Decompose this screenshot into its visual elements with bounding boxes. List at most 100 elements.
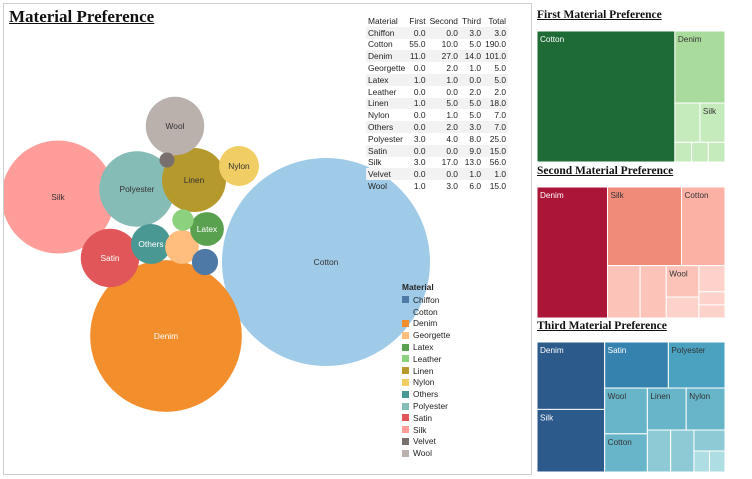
- legend-label: Linen: [413, 365, 434, 376]
- legend-label: Leather: [413, 353, 442, 364]
- legend-swatch: [402, 296, 409, 304]
- legend-item-satin: Satin: [402, 412, 450, 424]
- treemap-label-linen: Linen: [650, 392, 670, 401]
- table-cell-second: 5.0: [446, 98, 458, 109]
- second-treemap-title: Second Material Preference: [537, 165, 674, 177]
- treemap-cell-polyester: [674, 102, 701, 143]
- table-cell-second: 0.0: [446, 169, 458, 180]
- bubble-wool: [145, 96, 205, 156]
- table-cell-first: 0.0: [413, 169, 426, 180]
- table-header-material: Material: [368, 15, 398, 26]
- table-cell-first: 1.0: [413, 98, 426, 109]
- table-cell-second: 1.0: [446, 74, 458, 85]
- legend-label: Nylon: [413, 377, 435, 388]
- treemap-cell-cotton: [680, 187, 725, 267]
- table-cell-third: 3.0: [469, 27, 482, 38]
- table-cell-second: 27.0: [441, 51, 458, 62]
- table-cell-third: 2.0: [469, 86, 482, 97]
- table-cell-total: 7.0: [494, 110, 507, 121]
- legend-swatch: [402, 426, 409, 434]
- table-cell-total: 1.0: [494, 169, 507, 180]
- treemap-cell-velvet: [708, 450, 725, 472]
- legend-swatch: [402, 449, 409, 457]
- legend-item-leather: Leather: [402, 353, 450, 365]
- table-body: Chiffon 0.0 0.0 3.0 3.0 Cotton 55.0 10.0 5.0 190.…: [366, 26, 509, 192]
- table-row: Silk 3.0 17.0 13.0 56.0: [366, 157, 508, 169]
- legend-item-nylon: Nylon: [402, 377, 450, 389]
- legend-swatch: [402, 319, 409, 327]
- table-row: Linen 1.0 5.0 5.0 18.0: [366, 97, 509, 110]
- treemap-cell-polyester: [639, 265, 667, 318]
- table-cell-total: 5.0: [494, 74, 507, 85]
- table-row: Cotton 55.0 10.0 5.0 190.0: [366, 39, 508, 51]
- table-row: Polyester 3.0 4.0 8.0 25.0: [366, 133, 508, 145]
- material-preference-panel: Cotton Denim Silk Polyester Linen Wool Nylon Sa…: [3, 3, 532, 475]
- table-cell-first: 0.0: [413, 86, 426, 97]
- table-cell-third: 6.0: [469, 181, 482, 192]
- table-cell-first: 0.0: [413, 122, 426, 133]
- legend-item-linen: Linen: [402, 365, 450, 377]
- treemap-label-denim: Denim: [678, 35, 702, 44]
- treemap-label-cotton: Cotton: [540, 35, 565, 44]
- table-cell-third: 13.0: [464, 157, 482, 168]
- legend-label: Silk: [413, 424, 427, 435]
- bubble-georgette: [165, 230, 199, 264]
- legend-label: Denim: [413, 318, 438, 329]
- legend-item-chiffon: Chiffon: [402, 294, 450, 306]
- table-cell-third: 1.0: [469, 63, 482, 74]
- bubble-label-others: Others: [138, 239, 163, 249]
- treemap-cell-silk: [537, 408, 606, 472]
- legend-label: Satin: [413, 412, 433, 423]
- legend-swatch: [402, 437, 409, 445]
- table-cell-first: 3.0: [413, 133, 426, 144]
- bubble-label-denim: Denim: [154, 331, 178, 341]
- table-cell-material: Silk: [368, 157, 382, 168]
- legend-label: Latex: [413, 342, 434, 353]
- bubble-polyester: [99, 151, 175, 227]
- treemap-label-nylon: Nylon: [689, 392, 710, 401]
- table-row: Chiffon 0.0 0.0 3.0 3.0: [366, 26, 509, 39]
- table-cell-material: Chiffon: [368, 27, 395, 38]
- bubble-nylon: [219, 146, 259, 186]
- table-cell-material: Nylon: [368, 110, 390, 121]
- treemap-cell-linen: [691, 141, 709, 162]
- table-cell-first: 1.0: [413, 181, 426, 192]
- bubble-label-silk: Silk: [51, 192, 65, 202]
- table-cell-total: 3.0: [494, 27, 507, 38]
- legend-title: Material: [402, 282, 434, 292]
- table-cell-third: 5.0: [469, 39, 482, 50]
- table-cell-third: 8.0: [469, 133, 482, 144]
- table-header-row: Material First Second Third Total: [366, 15, 508, 27]
- first-treemap-title: First Material Preference: [537, 9, 662, 21]
- table-cell-second: 10.0: [441, 39, 458, 50]
- treemap-cell-wool: [707, 141, 725, 162]
- treemap-cell-linen: [607, 265, 641, 318]
- table-cell-material: Satin: [368, 145, 388, 156]
- first-treemap: Cotton Denim Silk: [537, 31, 725, 162]
- table-cell-third: 9.0: [469, 145, 482, 156]
- legend-swatch: [402, 367, 409, 375]
- table-cell-total: 15.0: [489, 181, 507, 192]
- treemap-label-satin: Satin: [608, 346, 627, 355]
- treemap-cell-others: [670, 429, 695, 472]
- table-cell-second: 1.0: [446, 110, 458, 121]
- legend-swatch: [402, 402, 409, 410]
- table-cell-material: Georgette: [368, 63, 406, 74]
- treemap-cell-cotton: [537, 31, 676, 162]
- legend-label: Wool: [413, 448, 432, 459]
- second-treemap: Denim Silk Cotton Wool: [537, 187, 725, 318]
- treemap-cell-wool: [665, 265, 700, 298]
- treemap-label-wool: Wool: [669, 270, 688, 279]
- table-cell-second: 17.0: [441, 157, 458, 168]
- table-cell-material: Linen: [368, 98, 389, 109]
- bubble-chiffon: [191, 248, 219, 276]
- legend-item-cotton: Cotton: [402, 306, 450, 318]
- legend-item-denim: Denim: [402, 318, 450, 330]
- table-cell-first: 0.0: [413, 110, 426, 121]
- treemap-cell-georgette: [665, 296, 700, 318]
- table-header-third: Third: [461, 15, 482, 26]
- bubble-satin: [80, 228, 140, 288]
- table-cell-material: Wool: [368, 181, 387, 192]
- table-row: Denim 11.0 27.0 14.0 101.0: [366, 50, 509, 63]
- table-row: Others 0.0 2.0 3.0 7.0: [366, 121, 509, 133]
